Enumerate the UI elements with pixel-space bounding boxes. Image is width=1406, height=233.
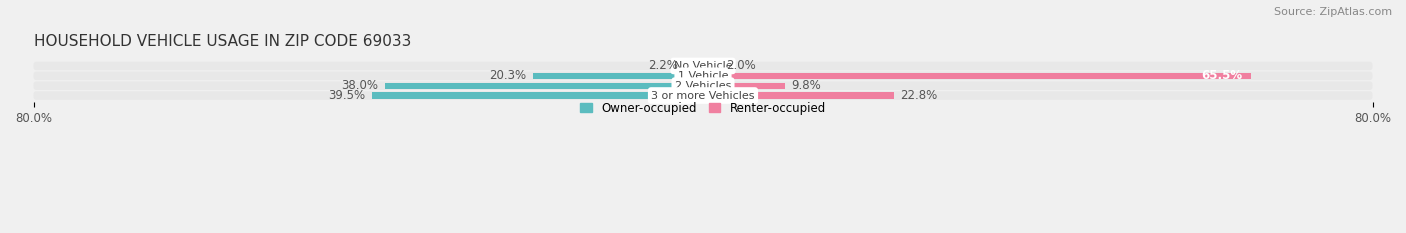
Text: No Vehicle: No Vehicle xyxy=(673,61,733,71)
Bar xyxy=(703,73,1251,79)
Text: 20.3%: 20.3% xyxy=(489,69,526,82)
Bar xyxy=(703,93,894,99)
Legend: Owner-occupied, Renter-occupied: Owner-occupied, Renter-occupied xyxy=(575,97,831,119)
Text: 2 Vehicles: 2 Vehicles xyxy=(675,81,731,91)
Text: 22.8%: 22.8% xyxy=(900,89,938,102)
FancyBboxPatch shape xyxy=(34,81,1372,90)
Text: 39.5%: 39.5% xyxy=(329,89,366,102)
Text: 1 Vehicle: 1 Vehicle xyxy=(678,71,728,81)
Bar xyxy=(533,73,703,79)
Text: 3 or more Vehicles: 3 or more Vehicles xyxy=(651,90,755,100)
Bar xyxy=(373,93,703,99)
FancyBboxPatch shape xyxy=(34,91,1372,100)
Text: 65.5%: 65.5% xyxy=(1202,69,1243,82)
Text: Source: ZipAtlas.com: Source: ZipAtlas.com xyxy=(1274,7,1392,17)
Text: 38.0%: 38.0% xyxy=(342,79,378,92)
FancyBboxPatch shape xyxy=(34,62,1372,70)
Text: 2.0%: 2.0% xyxy=(727,59,756,72)
Text: 9.8%: 9.8% xyxy=(792,79,821,92)
Bar xyxy=(385,83,703,89)
Text: HOUSEHOLD VEHICLE USAGE IN ZIP CODE 69033: HOUSEHOLD VEHICLE USAGE IN ZIP CODE 6903… xyxy=(34,34,411,49)
Bar xyxy=(703,63,720,69)
Text: 2.2%: 2.2% xyxy=(648,59,678,72)
FancyBboxPatch shape xyxy=(34,72,1372,80)
Bar xyxy=(703,83,785,89)
Bar xyxy=(685,63,703,69)
